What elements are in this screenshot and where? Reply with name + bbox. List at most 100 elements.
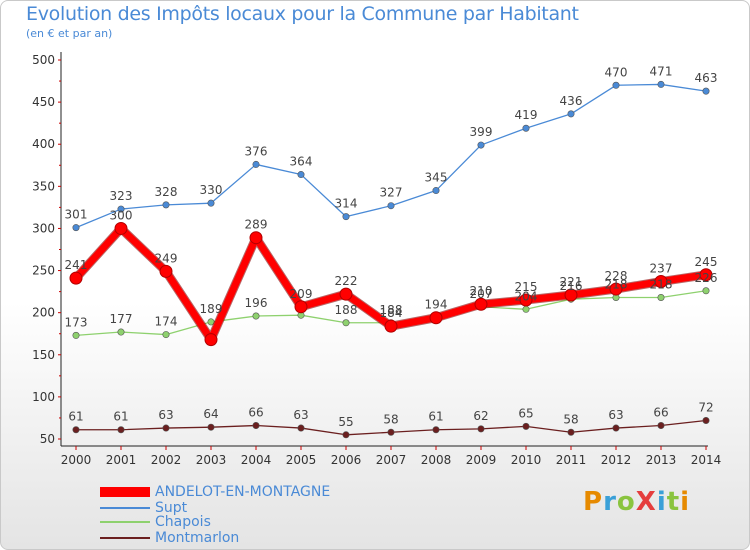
data-point-montmarlon	[342, 431, 350, 439]
data-point-andelot	[339, 287, 353, 301]
y-tick-label: 400	[32, 137, 55, 151]
data-point-supt	[252, 160, 260, 168]
data-label-chapois: 226	[695, 271, 718, 285]
x-tick-label: 2009	[466, 453, 497, 467]
data-label-supt: 328	[155, 185, 178, 199]
logo-letter: t	[666, 487, 681, 517]
data-point-andelot	[609, 282, 623, 296]
x-tick-label: 2004	[241, 453, 272, 467]
legend-swatch-montmarlon	[100, 537, 150, 539]
data-label-montmarlon: 61	[68, 410, 83, 424]
data-label-chapois: 177	[110, 312, 133, 326]
data-label-supt: 301	[65, 208, 88, 222]
data-label-supt: 314	[335, 197, 358, 211]
data-point-supt	[477, 141, 485, 149]
data-point-chapois	[702, 287, 710, 295]
legend-label-chapois: Chapois	[155, 514, 211, 530]
data-label-chapois: 174	[155, 315, 178, 329]
y-tick-label: 250	[32, 264, 55, 278]
data-point-andelot	[474, 297, 488, 311]
data-label-supt: 327	[380, 186, 403, 200]
legend-swatch-andelot	[100, 487, 150, 497]
legend-label-montmarlon: Montmarlon	[155, 530, 240, 546]
data-label-chapois: 218	[605, 278, 628, 292]
data-point-montmarlon	[162, 424, 170, 432]
data-label-supt: 470	[605, 65, 628, 79]
data-label-chapois: 218	[650, 278, 673, 292]
data-point-andelot	[564, 288, 578, 302]
data-label-andelot: 249	[155, 251, 178, 265]
data-point-supt	[567, 110, 575, 118]
data-point-supt	[702, 87, 710, 95]
data-point-andelot	[114, 221, 128, 235]
y-tick-label: 200	[32, 306, 55, 320]
y-tick-label: 450	[32, 95, 55, 109]
data-point-andelot	[204, 333, 218, 347]
x-tick-label: 2002	[151, 453, 182, 467]
data-point-andelot	[384, 319, 398, 333]
data-point-chapois	[117, 328, 125, 336]
data-label-supt: 399	[470, 125, 493, 139]
data-point-montmarlon	[522, 422, 530, 430]
data-point-montmarlon	[477, 425, 485, 433]
x-tick-label: 2008	[421, 453, 452, 467]
logo-letter: X	[635, 487, 657, 517]
data-label-supt: 471	[650, 64, 673, 78]
data-point-andelot	[249, 231, 263, 245]
data-point-supt	[72, 224, 80, 232]
data-point-supt	[522, 124, 530, 132]
x-tick-label: 2001	[106, 453, 137, 467]
data-point-andelot	[654, 275, 668, 289]
logo-letter: i	[656, 487, 667, 517]
data-point-montmarlon	[72, 426, 80, 434]
data-label-supt: 376	[245, 144, 268, 158]
proxiti-logo: ProXiti	[583, 487, 690, 517]
data-label-andelot: 209	[290, 287, 313, 301]
data-label-chapois: 188	[380, 303, 403, 317]
data-point-montmarlon	[612, 424, 620, 432]
data-label-andelot: 228	[605, 269, 628, 283]
data-label-andelot: 184	[380, 306, 403, 320]
x-tick-label: 2014	[691, 453, 722, 467]
data-label-supt: 463	[695, 71, 718, 85]
data-point-andelot	[519, 293, 533, 307]
data-label-andelot: 215	[515, 280, 538, 294]
data-label-montmarlon: 63	[608, 408, 623, 422]
data-point-montmarlon	[252, 422, 260, 430]
data-point-chapois	[162, 331, 170, 339]
legend-label-andelot: ANDELOT-EN-MONTAGNE	[155, 484, 331, 500]
data-point-supt	[387, 202, 395, 210]
data-label-montmarlon: 58	[383, 412, 398, 426]
data-label-montmarlon: 63	[158, 408, 173, 422]
data-label-supt: 330	[200, 183, 223, 197]
data-label-montmarlon: 72	[698, 400, 713, 414]
data-label-chapois: 188	[335, 303, 358, 317]
y-tick-label: 50	[40, 432, 55, 446]
data-label-supt: 436	[560, 94, 583, 108]
data-label-chapois: 204	[515, 289, 538, 303]
data-point-chapois	[522, 305, 530, 313]
logo-letter: P	[583, 487, 604, 517]
y-tick-label: 350	[32, 179, 55, 193]
data-label-montmarlon: 66	[653, 406, 668, 420]
y-tick-label: 150	[32, 348, 55, 362]
data-point-montmarlon	[432, 426, 440, 434]
logo-letter: o	[616, 487, 636, 517]
x-tick-label: 2012	[601, 453, 632, 467]
data-label-chapois: 173	[65, 315, 88, 329]
data-label-supt: 419	[515, 108, 538, 122]
x-tick-label: 2003	[196, 453, 227, 467]
data-label-montmarlon: 66	[248, 406, 263, 420]
data-point-supt	[162, 201, 170, 209]
x-tick-label: 2011	[556, 453, 587, 467]
logo-letter: i	[680, 487, 691, 517]
data-point-montmarlon	[702, 416, 710, 424]
data-point-andelot	[69, 271, 83, 285]
chart-title: Evolution des Impôts locaux pour la Comm…	[26, 3, 579, 25]
data-label-andelot: 241	[65, 258, 88, 272]
data-label-andelot: 237	[650, 262, 673, 276]
x-tick-label: 2000	[61, 453, 92, 467]
data-label-andelot: 194	[425, 298, 448, 312]
data-point-montmarlon	[387, 428, 395, 436]
